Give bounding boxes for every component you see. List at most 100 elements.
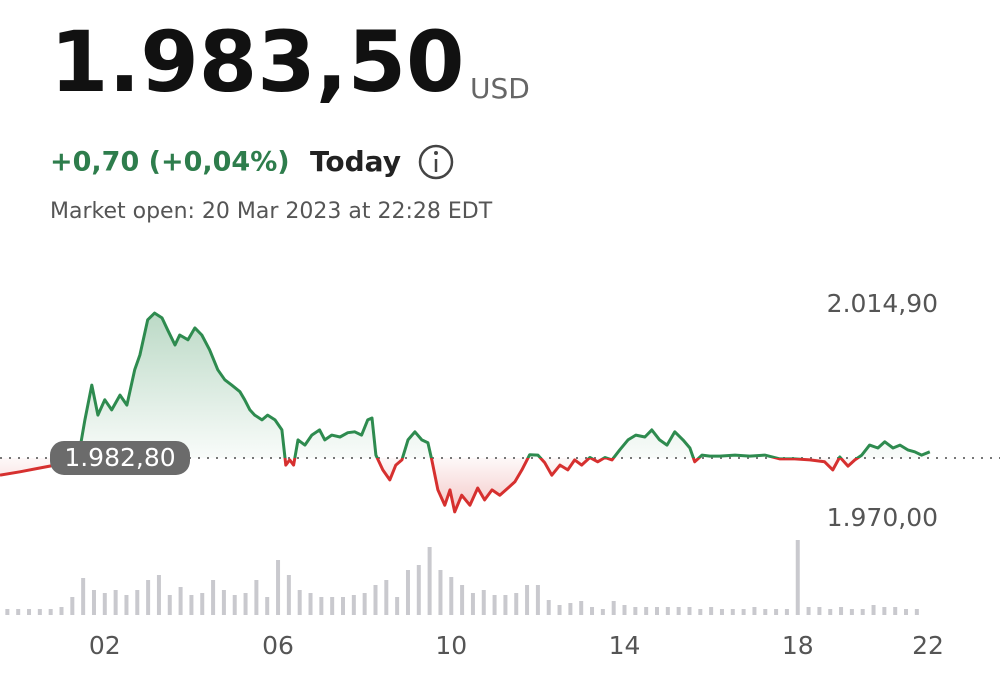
- volume-bar: [719, 609, 724, 615]
- volume-bar: [546, 600, 551, 615]
- volume-bar: [319, 597, 324, 615]
- volume-bar: [806, 607, 811, 615]
- volume-bar: [730, 609, 735, 615]
- volume-bar: [395, 597, 400, 615]
- volume-bar: [828, 609, 833, 615]
- volume-bar: [514, 593, 519, 615]
- volume-bar: [535, 585, 540, 615]
- volume-bar: [492, 595, 497, 615]
- volume-bar: [644, 607, 649, 615]
- volume-bar: [91, 590, 96, 615]
- currency: USD: [470, 72, 530, 105]
- price-area: [0, 313, 930, 512]
- x-tick-label: 14: [609, 631, 641, 660]
- volume-bar: [70, 597, 75, 615]
- price: 1.983,50: [50, 13, 465, 111]
- volume-bar: [763, 609, 768, 615]
- volume-bar: [48, 609, 53, 615]
- volume-bar: [416, 565, 421, 615]
- volume-bar: [449, 577, 454, 615]
- info-icon[interactable]: [418, 144, 454, 180]
- volume-bar: [189, 595, 194, 615]
- volume-bar: [286, 575, 291, 615]
- volume-bar: [784, 609, 789, 615]
- volume-bar: [351, 595, 356, 615]
- volume-bar: [146, 580, 151, 615]
- volume-bar: [709, 607, 714, 615]
- volume-bar: [687, 607, 692, 615]
- volume-bar: [200, 593, 205, 615]
- volume-bar: [113, 590, 118, 615]
- volume-bar: [221, 590, 226, 615]
- volume-bar: [243, 593, 248, 615]
- volume-bar: [59, 607, 64, 615]
- volume-bar: [860, 609, 865, 615]
- volume-bar: [568, 603, 573, 615]
- volume-bar: [232, 595, 237, 615]
- market-status: Market open: 20 Mar 2023 at 22:28 EDT: [50, 199, 493, 224]
- volume-bar: [481, 590, 486, 615]
- change: +0,70 (+0,04%): [50, 147, 290, 178]
- volume-bar: [600, 609, 605, 615]
- volume-bar: [362, 593, 367, 615]
- volume-bar: [914, 609, 919, 615]
- x-tick-label: 02: [89, 631, 121, 660]
- volume-bar: [633, 607, 638, 615]
- volume-bar: [849, 609, 854, 615]
- volume-bar: [438, 570, 443, 615]
- volume-bar: [904, 609, 909, 615]
- volume-bar: [373, 585, 378, 615]
- volume-bar: [839, 607, 844, 615]
- volume-bar: [156, 575, 161, 615]
- volume-bar: [405, 570, 410, 615]
- volume-bar: [297, 590, 302, 615]
- x-tick-label: 06: [262, 631, 294, 660]
- volume-bar: [330, 597, 335, 615]
- volume-bar: [254, 580, 259, 615]
- baseline-pill: [50, 440, 190, 475]
- volume-bar: [698, 609, 703, 615]
- volume-bar: [557, 605, 562, 615]
- volume-bar: [16, 609, 21, 615]
- volume-bar: [752, 607, 757, 615]
- volume-bar: [124, 595, 129, 615]
- volume-bar: [654, 607, 659, 615]
- volume-bar: [590, 607, 595, 615]
- volume-bar: [882, 607, 887, 615]
- volume-bar: [579, 601, 584, 615]
- y-tick-label: 2.014,90: [827, 289, 938, 318]
- volume-bar: [211, 580, 216, 615]
- volume-bar: [893, 607, 898, 615]
- volume-bar: [27, 609, 32, 615]
- volume-bar: [611, 601, 616, 615]
- x-tick-label: 18: [782, 631, 814, 660]
- volume-bar: [308, 593, 313, 615]
- plot: 1.982,80 2.014,90 1.970,00 02 06 10 14 18 22: [0, 289, 1000, 660]
- baseline-label: 1.982,80: [64, 443, 175, 472]
- volume-bar: [676, 607, 681, 615]
- x-tick-label: 22: [912, 631, 944, 660]
- volume-bar: [871, 605, 876, 615]
- price-line: [0, 311, 931, 514]
- volume-bar: [741, 609, 746, 615]
- period: Today: [310, 145, 401, 178]
- volume-bar: [341, 597, 346, 615]
- x-tick-label: 10: [435, 631, 467, 660]
- volume-bar: [37, 609, 42, 615]
- volume-bar: [460, 585, 465, 615]
- volume-bar: [774, 609, 779, 615]
- volume-bar: [265, 597, 270, 615]
- volume-bar: [276, 560, 281, 615]
- volume-bar: [665, 607, 670, 615]
- volume-bar: [525, 585, 530, 615]
- volume-bar: [817, 607, 822, 615]
- volume-bar: [795, 540, 800, 615]
- volume-bar: [102, 593, 107, 615]
- volume-bar: [135, 590, 140, 615]
- volume-bar: [178, 587, 183, 615]
- volume-bar: [167, 595, 172, 615]
- volume-bar: [470, 593, 475, 615]
- volume-bar: [81, 578, 86, 615]
